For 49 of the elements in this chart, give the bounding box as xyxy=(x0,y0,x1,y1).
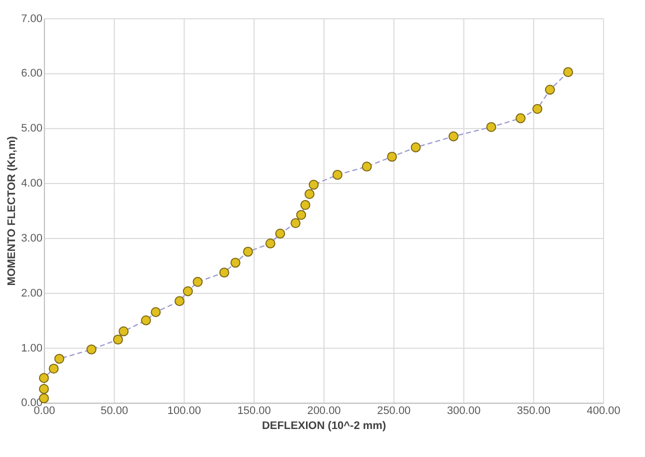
point xyxy=(532,104,542,114)
x-tick-label: 100.00 xyxy=(167,405,201,418)
point xyxy=(265,238,276,248)
y-tick-label: 5.00 xyxy=(21,122,42,135)
point xyxy=(290,218,301,228)
point xyxy=(230,258,240,268)
y-tick-label: 7.00 xyxy=(21,12,42,25)
y-axis-title: MOMENTO FLECTOR (Kn,m) xyxy=(6,136,18,286)
x-axis-title: DEFLEXION (10^-2 mm) xyxy=(262,420,386,432)
point xyxy=(48,364,59,374)
point xyxy=(448,131,458,142)
point xyxy=(516,113,526,124)
point xyxy=(563,67,574,78)
x-tick-label: 200.00 xyxy=(307,405,341,418)
point xyxy=(308,180,319,190)
y-tick-label: 3.00 xyxy=(21,232,42,244)
point xyxy=(387,152,397,162)
y-tick-label: 4.00 xyxy=(21,178,42,190)
point xyxy=(486,122,496,132)
point xyxy=(86,344,96,354)
point xyxy=(38,373,49,383)
y-tick-label: 2.00 xyxy=(21,287,42,300)
y-tick-label: 1.00 xyxy=(21,342,42,354)
x-tick-label: 250.00 xyxy=(377,405,411,418)
point xyxy=(54,354,64,364)
point xyxy=(332,170,342,180)
point xyxy=(192,276,203,287)
point xyxy=(113,334,123,345)
point xyxy=(410,142,421,152)
point xyxy=(362,162,372,172)
x-tick-label: 300.00 xyxy=(447,405,481,418)
point xyxy=(219,268,230,278)
point xyxy=(300,200,310,210)
y-tick-label: 6.00 xyxy=(21,68,42,80)
x-tick-label: 150.00 xyxy=(237,405,271,418)
point xyxy=(118,326,129,336)
point xyxy=(296,210,306,220)
point xyxy=(141,315,151,326)
point xyxy=(243,246,253,257)
point xyxy=(38,384,49,394)
point xyxy=(304,189,314,199)
point xyxy=(275,228,286,239)
x-tick-label: 400.00 xyxy=(586,405,620,418)
x-tick-label: 350.00 xyxy=(516,405,550,418)
point xyxy=(174,296,184,306)
point xyxy=(182,286,193,296)
point xyxy=(544,84,555,95)
point xyxy=(150,307,161,318)
x-tick-label: 50.00 xyxy=(100,405,128,418)
